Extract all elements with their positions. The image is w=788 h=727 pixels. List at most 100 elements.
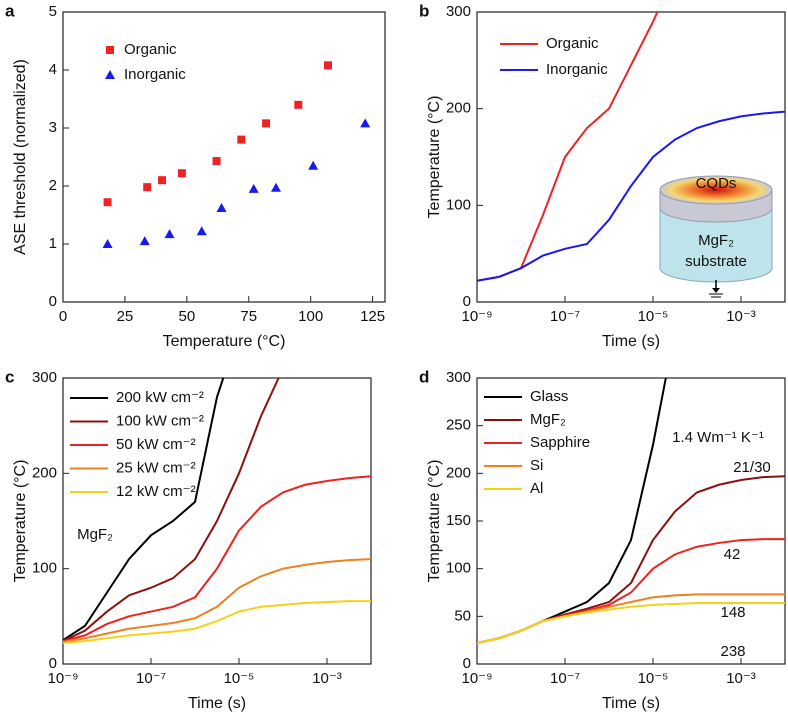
annotation: 148 [720,604,745,621]
y-axis-label: Temperature (°C) [12,460,29,583]
y-tick-label: 0 [463,293,471,310]
marker-square [237,135,246,144]
x-axis-label: Temperature (°C) [163,333,286,350]
panel-label: b [419,1,429,20]
marker-square [212,157,221,166]
x-tick-label: 0 [59,308,67,325]
panel-label: a [5,1,15,20]
line [477,110,785,282]
y-tick-label: 300 [446,369,471,386]
legend-label: 12 kW cm⁻² [116,483,196,500]
annotation: 42 [724,546,741,563]
y-tick-label: 200 [446,464,471,481]
marker-square [177,169,186,178]
cqd-top [659,175,773,205]
marker-triangle [271,182,282,192]
annotation: MgF₂ [77,526,113,543]
y-tick-label: 5 [49,3,57,20]
annotation: substrate [685,253,747,270]
y-tick-label: 200 [446,100,471,117]
plot-frame [62,377,372,665]
y-axis-label: Temperature (°C) [426,96,443,219]
legend-label: Si [530,457,543,474]
legend-label: Organic [124,41,177,58]
y-tick-label: 150 [446,512,471,529]
annotation: 238 [720,643,745,660]
legend-label: Inorganic [546,61,608,78]
x-axis-label: Time (s) [602,695,660,712]
arrow-head [712,288,720,293]
y-tick-label: 300 [32,369,57,386]
x-tick-label: 125 [360,308,385,325]
marker-triangle [164,229,175,239]
y-tick-label: 100 [446,560,471,577]
x-tick-label: 10⁻⁷ [550,308,580,325]
marker-square [143,183,152,192]
x-axis-label: Time (s) [602,333,660,350]
inset-diagram [659,175,773,298]
plot-frame [476,377,786,665]
annotation: 1.4 Wm⁻¹ K⁻¹ [672,429,764,446]
y-tick-label: 0 [463,655,471,672]
legend-label: Organic [546,35,599,52]
marker-square [106,46,114,54]
panel: b 10⁻⁹ 10⁻⁷ 10⁻⁵ 10⁻³ 0 100 200 300 Time (s) Tempe… [419,1,786,350]
line [63,600,371,645]
annotation: CQDs [696,175,737,192]
x-tick-label: 10⁻⁷ [136,670,166,687]
marker-triangle [360,118,371,128]
marker-triangle [196,226,207,236]
y-tick-label: 4 [49,61,57,78]
x-tick-label: 10⁻⁷ [550,670,580,687]
y-tick-label: 50 [454,607,471,624]
marker-triangle [308,160,319,170]
y-axis-label: Temperature (°C) [426,460,443,583]
plot-frame [62,11,386,303]
x-tick-label: 10⁻⁵ [224,670,255,687]
line [477,601,785,645]
legend-label: 25 kW cm⁻² [116,459,196,476]
annotation: 21/30 [733,459,771,476]
marker-triangle [139,236,150,246]
y-tick-label: 200 [32,464,57,481]
x-tick-label: 10⁻³ [726,670,756,687]
x-tick-label: 10⁻⁵ [638,308,669,325]
legend-label: Sapphire [530,434,590,451]
x-tick-label: 25 [117,308,134,325]
x-axis-label: Time (s) [188,695,246,712]
x-tick-label: 10⁻³ [726,308,756,325]
legend-label: 200 kW cm⁻² [116,389,204,406]
line [63,475,371,643]
legend-label: 50 kW cm⁻² [116,436,196,453]
panel-label: d [419,367,429,386]
marker-square [324,61,333,70]
x-tick-label: 50 [179,308,196,325]
y-tick-label: 1 [49,235,57,252]
y-tick-label: 300 [446,3,471,20]
marker-square [158,176,167,185]
marker-square [294,100,303,109]
marker-triangle [105,70,115,79]
panel: a 0 25 50 75 100 125 0 1 2 3 4 5 Temperature (°C) ASE … [5,1,386,350]
line [63,378,280,643]
legend-label: 100 kW cm⁻² [116,412,204,429]
x-tick-label: 75 [240,308,257,325]
substrate-body [659,207,773,283]
y-tick-label: 0 [49,293,57,310]
legend-label: MgF₂ [530,411,566,428]
marker-square [262,119,271,128]
y-tick-label: 0 [49,655,57,672]
annotation: MgF₂ [698,232,734,249]
y-tick-label: 100 [32,560,57,577]
marker-triangle [102,239,113,248]
x-tick-label: 10⁻⁵ [638,670,669,687]
marker-triangle [248,183,259,193]
plot-area [102,61,371,248]
marker-triangle [216,203,227,213]
x-tick-label: 10⁻⁹ [461,308,492,325]
x-tick-label: 10⁻³ [312,670,342,687]
legend-label: Inorganic [124,66,186,83]
panel: c 10⁻⁹ 10⁻⁷ 10⁻⁵ 10⁻³ 0 100 200 300 Time (s) Tempe… [5,367,372,712]
plot-area [477,12,785,282]
